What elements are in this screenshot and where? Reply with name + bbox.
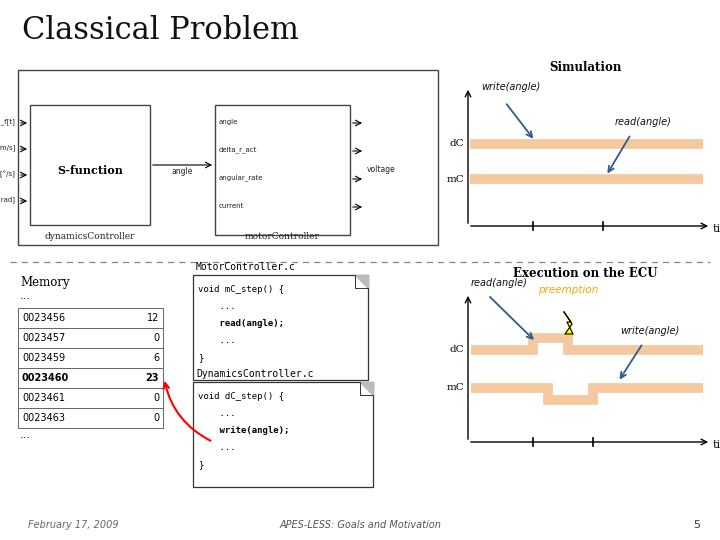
Text: February 17, 2009: February 17, 2009 <box>28 520 119 530</box>
Text: dynamicsController: dynamicsController <box>45 232 135 241</box>
Text: 5: 5 <box>693 520 700 530</box>
Text: ...: ... <box>198 336 235 345</box>
Text: APES-LESS: Goals and Motivation: APES-LESS: Goals and Motivation <box>279 520 441 530</box>
Text: yawd_act[°/s]: yawd_act[°/s] <box>0 170 16 178</box>
Text: 0023461: 0023461 <box>22 393 65 403</box>
Polygon shape <box>360 382 373 395</box>
Text: dC: dC <box>449 139 464 148</box>
Text: DynamicsController.c: DynamicsController.c <box>196 369 313 379</box>
Text: 0: 0 <box>153 413 159 423</box>
Text: Classical Problem: Classical Problem <box>22 15 299 46</box>
Text: ...: ... <box>20 291 31 301</box>
Text: 0: 0 <box>153 333 159 343</box>
Text: }: } <box>198 460 203 469</box>
Polygon shape <box>355 275 368 288</box>
Text: 0023457: 0023457 <box>22 333 66 343</box>
Text: 0023459: 0023459 <box>22 353 65 363</box>
Bar <box>18 368 163 388</box>
Text: v[m/s]: v[m/s] <box>0 145 16 151</box>
Text: S-function: S-function <box>57 165 123 176</box>
Text: angle: angle <box>172 167 193 176</box>
Bar <box>193 382 373 487</box>
Text: ...: ... <box>198 302 235 311</box>
Text: }: } <box>198 353 203 362</box>
Text: Simulation: Simulation <box>549 61 621 74</box>
Text: 0023460: 0023460 <box>22 373 69 383</box>
Text: delta_r_act: delta_r_act <box>219 147 257 153</box>
Text: MotorController.c: MotorController.c <box>196 262 296 272</box>
Text: Memory: Memory <box>20 276 70 289</box>
Text: write(angle);: write(angle); <box>198 426 289 435</box>
Bar <box>18 348 163 368</box>
Text: delta_r[rad]: delta_r[rad] <box>0 197 16 204</box>
Bar <box>193 275 368 380</box>
Text: time: time <box>713 224 720 234</box>
Text: Execution on the ECU: Execution on the ECU <box>513 267 658 280</box>
Text: ...: ... <box>20 430 31 440</box>
Text: ...: ... <box>198 409 235 418</box>
Text: preemption: preemption <box>538 285 598 295</box>
Bar <box>215 105 350 235</box>
Bar <box>18 308 163 328</box>
Text: voltage: voltage <box>367 165 396 174</box>
Text: write(angle): write(angle) <box>620 326 679 336</box>
Bar <box>18 328 163 348</box>
Text: 0: 0 <box>153 393 159 403</box>
Text: void dC_step() {: void dC_step() { <box>198 392 284 401</box>
Text: angle: angle <box>219 119 238 125</box>
Text: delta_f[t]: delta_f[t] <box>0 119 16 125</box>
Text: 6: 6 <box>153 353 159 363</box>
Text: void mC_step() {: void mC_step() { <box>198 285 284 294</box>
Text: read(angle): read(angle) <box>615 117 672 127</box>
Text: mC: mC <box>446 174 464 184</box>
Text: 0023456: 0023456 <box>22 313 65 323</box>
Text: read(angle);: read(angle); <box>198 319 284 328</box>
Text: mC: mC <box>446 383 464 393</box>
Text: dC: dC <box>449 346 464 354</box>
Polygon shape <box>564 312 573 334</box>
Text: read(angle): read(angle) <box>471 278 528 288</box>
Bar <box>18 388 163 408</box>
Text: 0023463: 0023463 <box>22 413 65 423</box>
Text: ...: ... <box>198 443 235 452</box>
Bar <box>30 105 150 225</box>
Text: motorController: motorController <box>245 232 320 241</box>
Text: angular_rate: angular_rate <box>219 174 264 181</box>
Text: current: current <box>219 203 244 209</box>
Bar <box>18 70 438 245</box>
Text: write(angle): write(angle) <box>481 82 540 92</box>
Bar <box>18 408 163 428</box>
Text: 23: 23 <box>145 373 159 383</box>
Text: time: time <box>713 440 720 450</box>
Text: 12: 12 <box>147 313 159 323</box>
